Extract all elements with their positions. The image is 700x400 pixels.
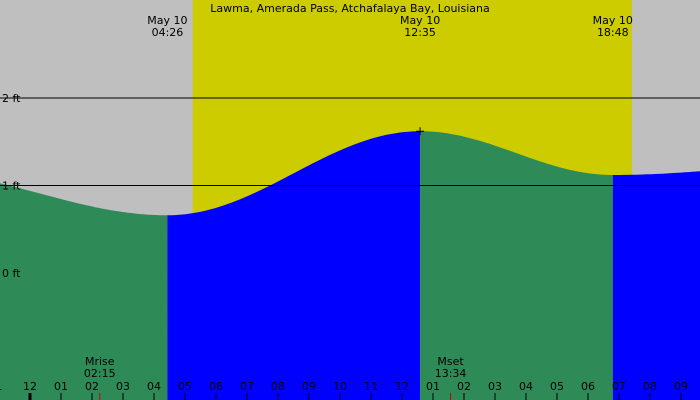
moon-event-label: Mrise (85, 355, 115, 368)
x-tick-label: 07 (612, 380, 626, 393)
x-tick-label: 01 (426, 380, 440, 393)
tide-event-time: 04:26 (152, 26, 184, 39)
tide-event-date: May 10 (147, 14, 187, 27)
x-tick-label: 11 (364, 380, 378, 393)
x-tick-label: 02 (85, 380, 99, 393)
y-tick-label: 2 ft (2, 92, 21, 105)
x-tick-label: 08 (643, 380, 657, 393)
falling-tide-area (0, 183, 168, 400)
label-layer: Lawma, Amerada Pass, Atchafalaya Bay, Lo… (2, 2, 633, 380)
height-gridlines (0, 97, 700, 186)
moon-event-time: 02:15 (84, 367, 116, 380)
x-tick-label: 05 (178, 380, 192, 393)
x-tick-label: 04 (147, 380, 161, 393)
tide-event-date: May 10 (400, 14, 440, 27)
x-tick-label: 03 (116, 380, 130, 393)
x-tick-label: 05 (550, 380, 564, 393)
x-tick-label: 06 (209, 380, 223, 393)
x-tick-label: 02 (457, 380, 471, 393)
x-tick-label: 04 (519, 380, 533, 393)
tide-area-layer (0, 131, 700, 400)
x-tick-label: 08 (271, 380, 285, 393)
x-tick-label: 12 (23, 380, 37, 393)
rising-tide-area (612, 171, 700, 400)
x-tick-label: 1 (0, 380, 3, 393)
tide-event-time: 18:48 (597, 26, 629, 39)
x-tick-label: 09 (302, 380, 316, 393)
y-tick-label: 1 ft (2, 180, 21, 193)
rising-tide-area (167, 131, 421, 400)
x-tick-label: 01 (54, 380, 68, 393)
x-tick-label: 12 (395, 380, 409, 393)
x-tick-label: 07 (240, 380, 254, 393)
moon-event-label: Mset (437, 355, 464, 368)
chart-title: Lawma, Amerada Pass, Atchafalaya Bay, Lo… (210, 2, 489, 15)
y-tick-label: 0 ft (2, 267, 21, 280)
moon-event-time: 13:34 (435, 367, 467, 380)
tide-event-time: 12:35 (404, 26, 436, 39)
x-tick-label: 06 (581, 380, 595, 393)
x-tick-label: 10 (333, 380, 347, 393)
time-axis: 1 12 01 02 03 04 05 06 07 08 09 10 11 12 01 02 03 04 05 06 0… (0, 380, 688, 400)
x-tick-label: 09 (674, 380, 688, 393)
tide-event-date: May 10 (593, 14, 633, 27)
falling-tide-area (420, 131, 613, 400)
x-tick-label: 03 (488, 380, 502, 393)
